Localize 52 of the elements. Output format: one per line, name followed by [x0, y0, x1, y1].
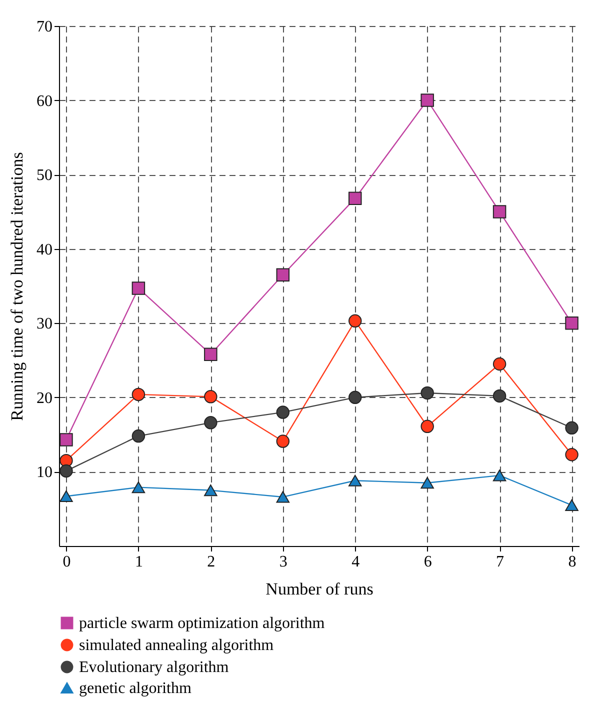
x-tick-label: 4	[352, 554, 360, 570]
point	[420, 386, 434, 400]
point	[276, 406, 290, 419]
point	[348, 390, 362, 404]
x-tick-label: 7	[496, 554, 504, 570]
point	[60, 433, 73, 446]
y-tick-label: 10	[36, 464, 52, 482]
point	[420, 94, 434, 107]
point	[60, 464, 73, 478]
x-tick-label: 0	[62, 554, 71, 570]
y-axis-title: Running time of two hundred iterations	[8, 152, 26, 421]
point	[204, 348, 218, 361]
point	[348, 192, 362, 205]
x-tick-label: 8	[568, 554, 576, 570]
legend-label: genetic algorithm	[79, 680, 192, 697]
x-tick-label: 6	[424, 554, 432, 570]
point	[276, 434, 290, 448]
point	[132, 482, 146, 494]
y-tick-label: 70	[36, 18, 52, 36]
x-tick-label: 2	[207, 554, 216, 570]
y-tick-label: 40	[36, 241, 52, 258]
point	[565, 499, 578, 511]
point	[492, 205, 506, 218]
point	[565, 448, 578, 462]
point	[492, 389, 506, 403]
point	[565, 316, 578, 330]
legend-label: particle swarm optimization algorithm	[79, 615, 326, 632]
point	[204, 484, 218, 496]
y-tick-label: 50	[36, 167, 52, 184]
y-tick-label: 20	[36, 390, 52, 407]
point	[204, 416, 218, 430]
point	[420, 477, 434, 489]
x-tick-label: 3	[279, 554, 288, 570]
point	[492, 357, 506, 371]
point	[276, 268, 290, 282]
point	[132, 282, 146, 295]
point	[492, 470, 506, 482]
point	[565, 421, 578, 434]
point	[348, 474, 362, 486]
point	[276, 491, 290, 503]
point	[204, 390, 218, 404]
point	[348, 314, 362, 328]
x-tick-label: 1	[134, 554, 143, 570]
point	[60, 490, 73, 502]
y-tick-label: 30	[36, 316, 52, 333]
point	[132, 388, 146, 402]
legend-label: simulated annealing algorithm	[79, 637, 274, 654]
x-axis-title: Number of runs	[266, 580, 374, 598]
legend-label: Evolutionary algorithm	[79, 659, 230, 676]
point	[420, 420, 434, 434]
point	[132, 429, 146, 443]
y-tick-label: 60	[36, 92, 52, 110]
